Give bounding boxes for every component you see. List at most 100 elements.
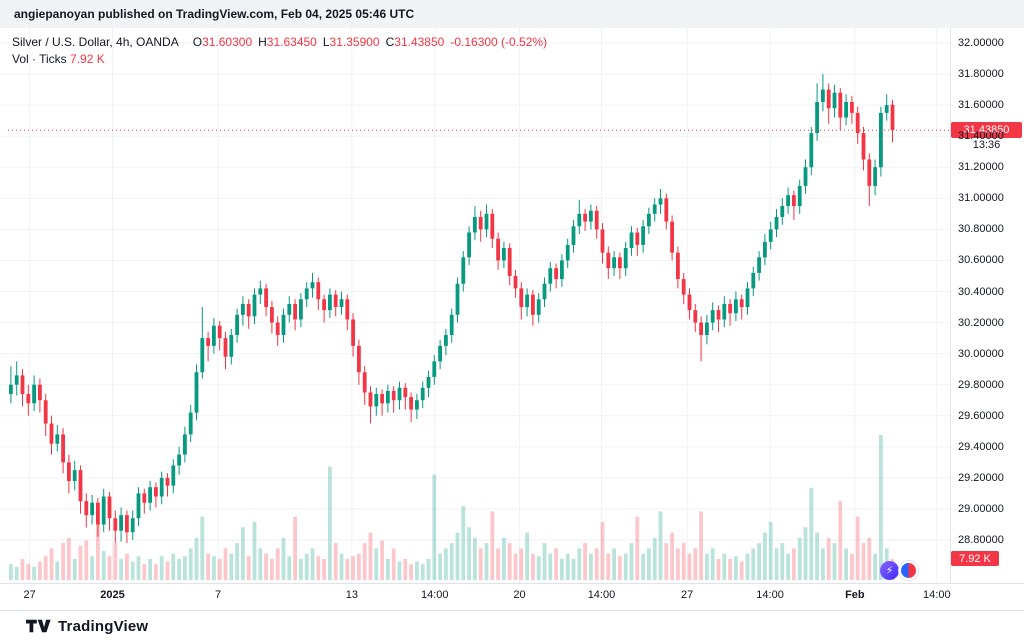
- candle-body: [635, 232, 640, 245]
- price-axis-label: 30.60000: [958, 254, 1004, 267]
- volume-bar: [838, 500, 843, 580]
- volume-bar: [519, 548, 524, 580]
- candle-body: [409, 397, 413, 410]
- boost-icon[interactable]: ⚡: [880, 561, 899, 580]
- candle-body: [710, 310, 715, 323]
- candle-body: [734, 299, 738, 314]
- candle-body: [594, 210, 599, 230]
- candle-body: [780, 206, 785, 217]
- volume-bar: [328, 466, 332, 580]
- volume-bar: [565, 553, 570, 580]
- volume-bar: [154, 564, 158, 580]
- candle-body: [484, 213, 489, 230]
- tradingview-wordmark[interactable]: TradingView: [58, 617, 149, 635]
- volume-bar: [780, 543, 785, 580]
- candle-body: [536, 299, 541, 315]
- volume-bar: [397, 561, 402, 580]
- volume-bar: [774, 548, 779, 580]
- volume-bar: [113, 543, 118, 580]
- candle-body: [107, 496, 112, 519]
- volume-indicator-label[interactable]: Vol · Ticks: [12, 52, 67, 66]
- volume-bar: [467, 527, 471, 580]
- candle-body: [687, 294, 692, 311]
- volume-bar: [246, 556, 251, 580]
- volume-bar: [606, 553, 611, 580]
- volume-bar: [797, 537, 802, 580]
- volume-bar: [9, 564, 13, 580]
- candle-body: [884, 105, 889, 113]
- footer-bar: TradingView: [0, 610, 1024, 641]
- last-price-value: 31.43850: [963, 124, 1010, 137]
- candle-body: [148, 487, 152, 503]
- candle-body: [43, 400, 48, 424]
- candle-body: [246, 303, 251, 317]
- symbol-title[interactable]: Silver / U.S. Dollar, 4h, OANDA: [12, 35, 179, 49]
- tradingview-logo-icon[interactable]: [26, 618, 51, 634]
- candle-body: [420, 387, 425, 401]
- change-value: -0.16300 (-0.52%): [450, 35, 548, 49]
- volume-bar: [763, 532, 767, 580]
- candle-body: [525, 294, 529, 308]
- candle-body: [768, 229, 773, 242]
- candle-body: [670, 221, 674, 253]
- volume-bar: [415, 561, 419, 580]
- volume-bar: [832, 543, 837, 580]
- volume-bar: [484, 543, 489, 580]
- volume-bar: [722, 553, 727, 580]
- volume-bar: [478, 548, 483, 580]
- candle-body: [513, 275, 518, 289]
- volume-bar: [803, 527, 808, 580]
- volume-bar: [217, 558, 222, 580]
- candle-body: [61, 434, 65, 463]
- candle-body: [728, 303, 732, 314]
- volume-bar: [786, 553, 790, 580]
- lightning-icon: ⚡: [885, 565, 894, 577]
- candle-body: [809, 133, 814, 168]
- volume-bar: [577, 548, 582, 580]
- candle-body: [235, 314, 239, 335]
- volume-bar: [183, 556, 187, 580]
- volume-bar: [548, 553, 553, 580]
- volume-bar: [78, 545, 83, 580]
- volume-bar: [345, 558, 350, 580]
- volume-bar: [542, 543, 547, 580]
- candle-body: [333, 294, 338, 308]
- reactions-icon[interactable]: [899, 561, 918, 580]
- candle-body: [339, 299, 344, 308]
- volume-bar: [38, 561, 42, 580]
- candle-body: [171, 465, 176, 486]
- candle-body: [473, 216, 477, 233]
- candle-body: [9, 384, 13, 395]
- volume-bar: [612, 548, 616, 580]
- volume-bar: [507, 543, 512, 580]
- time-axis-separator: [0, 583, 1024, 584]
- candle-body: [310, 282, 315, 289]
- candle-body: [565, 244, 570, 261]
- candle-body: [763, 241, 767, 258]
- volume-bar: [32, 566, 36, 580]
- candle-body: [623, 248, 628, 269]
- volume-value: 7.92 K: [70, 52, 105, 66]
- volume-bar: [751, 548, 756, 580]
- volume-bar: [710, 548, 715, 580]
- volume-bar: [687, 553, 692, 580]
- volume-bar: [734, 556, 738, 580]
- volume-bar: [438, 553, 442, 580]
- candle-body: [693, 310, 698, 323]
- time-axis-label: 14:00: [587, 589, 616, 601]
- volume-bar: [449, 543, 454, 580]
- volume-bar: [676, 548, 680, 580]
- volume-bar: [589, 553, 593, 580]
- volume-bar: [241, 527, 245, 580]
- high-label: H: [258, 35, 267, 49]
- candle-body: [119, 515, 123, 531]
- volume-bar: [420, 564, 425, 580]
- candle-body: [67, 462, 71, 481]
- last-price-badge: 31.43850: [951, 122, 1022, 139]
- candle-body: [844, 102, 848, 118]
- candle-body: [183, 434, 187, 455]
- candle-body: [676, 252, 680, 280]
- candle-body: [55, 434, 60, 444]
- candle-body: [461, 257, 466, 284]
